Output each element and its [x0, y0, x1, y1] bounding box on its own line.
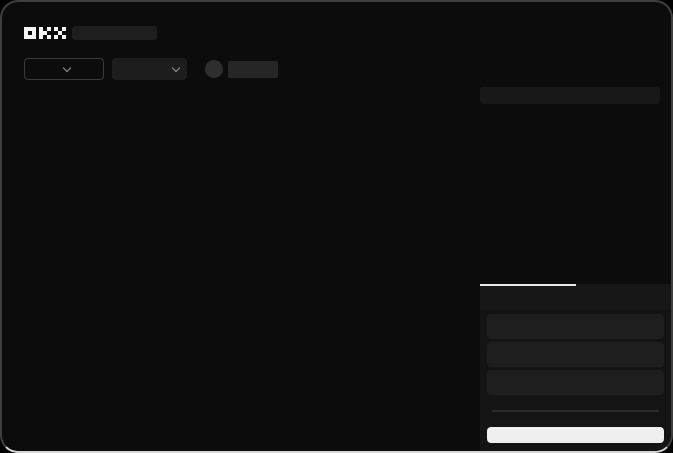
coin-avatar	[205, 60, 223, 78]
buy-submit-button[interactable]	[487, 427, 664, 443]
slider-track	[492, 410, 659, 412]
search-bar-placeholder[interactable]	[72, 26, 157, 40]
chevron-down-icon	[62, 63, 71, 72]
amount-input[interactable]	[487, 342, 664, 367]
tab-buy[interactable]	[480, 284, 576, 310]
last-price-placeholder	[228, 61, 278, 78]
price-input[interactable]	[487, 314, 664, 339]
trade-tabs	[480, 284, 671, 310]
price-chart[interactable]	[22, 108, 480, 370]
market-type-selector[interactable]	[24, 58, 104, 80]
chevron-down-icon	[171, 63, 181, 72]
orderbook-view-switcher	[480, 87, 660, 104]
pair-selector[interactable]	[112, 58, 187, 80]
trade-form	[480, 310, 671, 451]
orderbook	[480, 104, 671, 114]
total-input[interactable]	[487, 370, 664, 395]
tab-sell[interactable]	[576, 284, 672, 310]
orderbook-panel	[480, 87, 671, 451]
amount-slider[interactable]	[490, 404, 661, 418]
okx-logo	[24, 27, 66, 39]
